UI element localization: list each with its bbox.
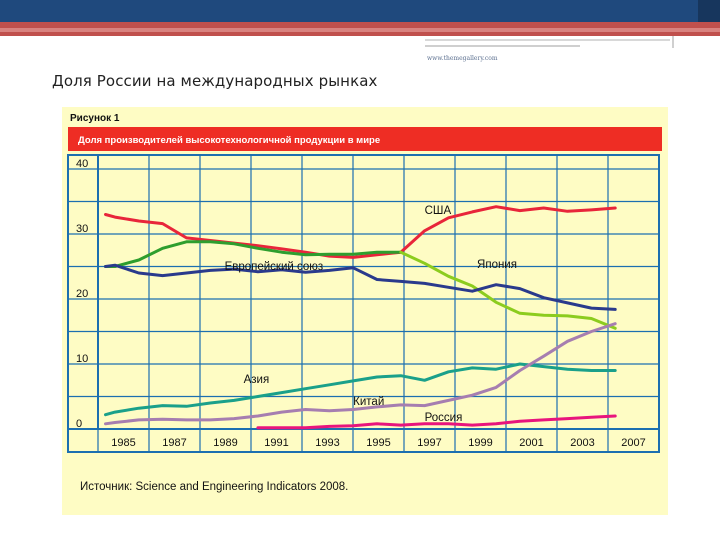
x-tick-label: 2001 bbox=[519, 437, 543, 449]
slide-title: Доля России на международных рынках bbox=[52, 72, 378, 90]
x-tick-label: 1987 bbox=[162, 437, 186, 449]
series-label-russia: Россия bbox=[425, 412, 463, 424]
series-label-china: Китай bbox=[353, 396, 384, 408]
chart-title: Доля производителей высокотехнологичной … bbox=[78, 135, 380, 146]
series-label-asia: Азия bbox=[244, 374, 270, 386]
series-line-russia bbox=[256, 414, 617, 430]
chart-source-note: Источник: Science and Engineering Indica… bbox=[80, 481, 348, 493]
x-tick-label: 1991 bbox=[264, 437, 288, 449]
series-label-japan: Япония bbox=[477, 259, 517, 271]
y-tick-label: 40 bbox=[76, 158, 88, 170]
top-banner bbox=[0, 0, 720, 22]
series-line-china bbox=[104, 322, 617, 426]
x-tick-label: 1989 bbox=[213, 437, 237, 449]
series-line-usa bbox=[104, 205, 617, 259]
series-label-eu: Европейский союз bbox=[225, 261, 324, 273]
x-tick-label: 1985 bbox=[111, 437, 135, 449]
series-line-japan bbox=[399, 250, 617, 330]
y-tick-label: 10 bbox=[76, 353, 88, 365]
series-line-eu bbox=[104, 240, 403, 268]
x-tick-label: 1993 bbox=[315, 437, 339, 449]
accent-band-highlight bbox=[0, 28, 720, 32]
series-line-other bbox=[104, 263, 617, 311]
watermark-url: www.themegallery.com bbox=[427, 55, 498, 62]
figure-panel: Рисунок 1 Доля производителей высокотехн… bbox=[62, 107, 668, 515]
series-label-usa: США bbox=[425, 205, 452, 217]
chart-series-labels: США Европейский союз Япония Азия Китай Россия bbox=[225, 205, 517, 424]
figure-number: Рисунок 1 bbox=[70, 113, 120, 124]
decorative-line bbox=[672, 36, 674, 48]
top-banner-corner bbox=[698, 0, 720, 22]
chart-grid bbox=[67, 154, 660, 453]
x-tick-label: 1999 bbox=[468, 437, 492, 449]
chart-tick-labels: 0 10 20 30 40 1985 1987 1989 1991 1993 1995 1997 199… bbox=[76, 158, 646, 449]
y-tick-label: 20 bbox=[76, 288, 88, 300]
x-tick-label: 1997 bbox=[417, 437, 441, 449]
x-tick-label: 2003 bbox=[570, 437, 594, 449]
line-chart: Рисунок 1 Доля производителей высокотехн… bbox=[67, 113, 662, 493]
decorative-line bbox=[425, 39, 670, 41]
y-tick-label: 0 bbox=[76, 418, 82, 430]
chart-series bbox=[104, 205, 617, 430]
y-tick-label: 30 bbox=[76, 223, 88, 235]
chart-header-band bbox=[68, 127, 662, 151]
decorative-line bbox=[425, 45, 580, 47]
x-tick-label: 2007 bbox=[621, 437, 645, 449]
x-tick-label: 1995 bbox=[366, 437, 390, 449]
